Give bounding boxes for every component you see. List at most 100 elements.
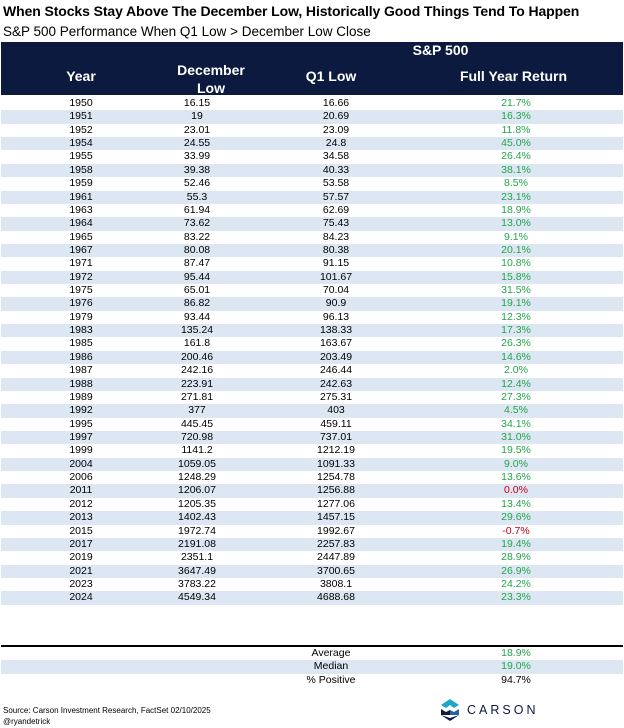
summary-row: Median 19.0% (1, 660, 623, 674)
december-low-cell: 61.94 (183, 203, 211, 216)
summary-row: Average 18.9% (1, 647, 623, 660)
q1-low-cell: 275.31 (319, 390, 353, 403)
december-low-cell: 55.3 (186, 190, 208, 203)
december-low-cell: 73.62 (183, 217, 211, 230)
table-row: 1958 39.38 40.33 38.1% (1, 163, 623, 178)
december-low-cell: 4549.34 (178, 591, 216, 604)
header-sp500: S&P 500 (412, 42, 469, 58)
full-year-return-cell: 18.9% (501, 203, 531, 216)
summary-row: % Positive 94.7% (1, 674, 623, 687)
q1-low-cell: 101.67 (319, 270, 353, 283)
full-year-return-cell: 14.6% (501, 350, 531, 363)
year-cell: 1983 (69, 324, 93, 337)
december-low-cell: 200.46 (180, 350, 214, 363)
year-cell: 1950 (69, 97, 93, 109)
december-low-cell: 23.01 (183, 123, 211, 136)
year-cell: 1954 (69, 137, 93, 150)
year-cell: 1959 (69, 177, 93, 190)
year-cell: 1995 (69, 417, 93, 430)
q1-low-cell: 40.33 (322, 163, 350, 176)
q1-low-cell: 246.44 (319, 364, 353, 377)
year-cell: 1988 (69, 377, 93, 390)
full-year-return-cell: 28.9% (501, 551, 531, 564)
table-row: 2024 4549.34 4688.68 23.3% (1, 591, 623, 605)
table-row: 1951 19 20.69 16.3% (1, 110, 623, 124)
year-cell: 1958 (69, 163, 93, 176)
year-cell: 1955 (69, 150, 93, 163)
year-cell: 2013 (69, 511, 93, 524)
table-row: 1988 223.91 242.63 12.4% (1, 377, 623, 391)
december-low-cell: 2191.08 (178, 537, 216, 550)
table-row: 2021 3647.49 3700.65 26.9% (1, 564, 623, 578)
table-row: 2006 1248.29 1254.78 13.6% (1, 471, 623, 484)
december-low-cell: 1205.35 (178, 497, 216, 510)
summary-divider (1, 645, 623, 647)
table-row: 1967 80.08 80.38 20.1% (1, 243, 623, 258)
q1-low-cell: 3700.65 (317, 564, 355, 577)
table-row: 2015 1972.74 1992.67 -0.7% (1, 525, 623, 538)
q1-low-cell: 3808.1 (319, 577, 353, 590)
q1-low-cell: 1992.67 (317, 524, 355, 537)
q1-low-cell: 80.38 (322, 243, 350, 256)
q1-low-cell: 57.57 (322, 190, 350, 203)
q1-low-cell: 16.66 (322, 97, 350, 109)
december-low-cell: 3783.22 (178, 577, 216, 590)
december-low-cell: 1402.43 (178, 511, 216, 524)
q1-low-cell: 24.8 (325, 137, 347, 150)
year-cell: 1997 (69, 430, 93, 443)
q1-low-cell: 96.13 (322, 310, 350, 323)
full-year-return-cell: 23.3% (501, 591, 531, 604)
full-year-return-cell: 34.1% (501, 417, 531, 430)
table-row: 1975 65.01 70.04 31.5% (1, 284, 623, 297)
table-row: 1971 87.47 91.15 10.8% (1, 257, 623, 270)
year-cell: 1971 (69, 257, 93, 270)
table-row: 1961 55.3 57.57 23.1% (1, 190, 623, 204)
carson-logo-text: CARSON (467, 703, 539, 717)
full-year-return-cell: 27.3% (501, 390, 531, 403)
header-december-low: December Low (161, 61, 261, 97)
year-cell: 1992 (69, 404, 93, 417)
full-year-return-cell: 31.5% (501, 284, 531, 297)
year-cell: 1951 (69, 110, 93, 123)
full-year-return-cell: 2.0% (504, 364, 528, 377)
full-year-return-cell: 13.4% (501, 497, 531, 510)
table-row: 1959 52.46 53.58 8.5% (1, 177, 623, 190)
q1-low-cell: 90.9 (325, 297, 347, 310)
q1-low-cell: 2447.89 (317, 551, 355, 564)
q1-low-cell: 4688.68 (317, 591, 355, 604)
year-cell: 1972 (69, 270, 93, 283)
full-year-return-cell: 9.1% (504, 230, 528, 243)
full-year-return-cell: 4.5% (504, 404, 528, 417)
q1-low-cell: 138.33 (319, 324, 353, 337)
header-december-low-line1: December (177, 62, 245, 78)
q1-low-cell: 1457.15 (317, 511, 355, 524)
q1-low-cell: 1254.78 (317, 471, 355, 484)
chart-subtitle: S&P 500 Performance When Q1 Low > Decemb… (3, 24, 371, 39)
year-cell: 2024 (69, 591, 93, 604)
table-row: 1955 33.99 34.58 26.4% (1, 150, 623, 163)
q1-low-cell: 203.49 (319, 350, 353, 363)
q1-low-cell: 23.09 (322, 123, 350, 136)
full-year-return-cell: 24.2% (501, 577, 531, 590)
table-body: 1950 16.15 16.66 21.7% 1951 19 20.69 16.3% 1952 2… (1, 97, 623, 605)
december-low-cell: 445.45 (180, 417, 214, 430)
q1-low-cell: 91.15 (322, 257, 350, 270)
december-low-cell: 223.91 (180, 377, 214, 390)
full-year-return-cell: 45.0% (501, 137, 531, 150)
december-low-cell: 16.15 (183, 97, 211, 109)
year-cell: 2017 (69, 537, 93, 550)
year-cell: 1999 (69, 444, 93, 457)
year-cell: 1963 (69, 203, 93, 216)
december-low-cell: 87.47 (183, 257, 211, 270)
year-cell: 1987 (69, 364, 93, 377)
full-year-return-cell: 26.3% (501, 337, 531, 350)
december-low-cell: 1972.74 (178, 524, 216, 537)
full-year-return-cell: 19.5% (501, 444, 531, 457)
full-year-return-cell: 13.0% (501, 217, 531, 230)
q1-low-cell: 242.63 (319, 377, 353, 390)
table-row: 2004 1059.05 1091.33 9.0% (1, 457, 623, 472)
table-row: 1972 95.44 101.67 15.8% (1, 270, 623, 285)
summary-label: Average (311, 647, 351, 659)
year-cell: 1961 (69, 190, 93, 203)
year-cell: 1976 (69, 297, 93, 310)
